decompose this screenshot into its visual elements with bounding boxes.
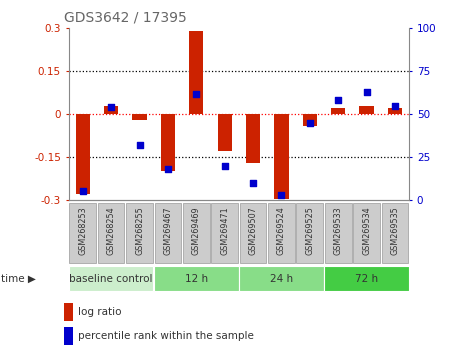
Text: 12 h: 12 h	[185, 274, 208, 284]
Text: GSM268254: GSM268254	[106, 206, 116, 255]
Bar	[104, 105, 118, 114]
Text: GSM269467: GSM269467	[163, 206, 173, 255]
Bar	[359, 105, 374, 114]
Bar	[98, 203, 124, 263]
Bar	[382, 203, 408, 263]
Bar	[325, 203, 351, 263]
Bar	[161, 114, 175, 171]
Text: log ratio: log ratio	[78, 307, 122, 317]
Bar	[388, 108, 402, 114]
Bar	[303, 114, 317, 126]
Point	[363, 89, 370, 95]
Bar	[64, 326, 72, 345]
Bar	[274, 114, 289, 199]
Text: GSM269471: GSM269471	[220, 206, 229, 255]
Bar	[189, 31, 203, 114]
Text: GSM268255: GSM268255	[135, 206, 144, 255]
Point	[306, 120, 314, 126]
Bar	[240, 203, 266, 263]
Point	[164, 166, 172, 172]
Text: GSM269534: GSM269534	[362, 206, 371, 255]
Bar	[297, 203, 323, 263]
Bar	[218, 114, 232, 152]
Text: GSM269533: GSM269533	[333, 206, 343, 255]
Bar	[246, 114, 260, 163]
Text: baseline control: baseline control	[70, 274, 153, 284]
Bar	[331, 108, 345, 114]
Bar	[64, 303, 72, 321]
Point	[79, 189, 87, 194]
Bar	[211, 203, 238, 263]
Text: GDS3642 / 17395: GDS3642 / 17395	[64, 11, 187, 25]
Text: GSM269524: GSM269524	[277, 206, 286, 255]
Point	[278, 192, 285, 198]
Point	[391, 103, 399, 108]
Point	[334, 98, 342, 103]
Point	[193, 91, 200, 96]
Bar	[268, 203, 295, 263]
Point	[136, 142, 143, 148]
Bar	[155, 203, 181, 263]
Text: GSM269507: GSM269507	[248, 206, 258, 255]
Bar	[126, 203, 153, 263]
Text: 24 h: 24 h	[270, 274, 293, 284]
Bar	[239, 266, 324, 291]
Bar	[69, 266, 153, 291]
Point	[221, 163, 228, 169]
Text: GSM269535: GSM269535	[390, 206, 400, 255]
Text: GSM269525: GSM269525	[305, 206, 315, 255]
Bar	[132, 114, 147, 120]
Bar	[154, 266, 238, 291]
Text: GSM268253: GSM268253	[78, 206, 88, 255]
Text: GSM269469: GSM269469	[192, 206, 201, 255]
Bar	[76, 114, 90, 194]
Text: percentile rank within the sample: percentile rank within the sample	[78, 331, 254, 341]
Bar	[70, 203, 96, 263]
Bar	[353, 203, 380, 263]
Point	[107, 104, 115, 110]
Text: time ▶: time ▶	[1, 274, 36, 284]
Text: 72 h: 72 h	[355, 274, 378, 284]
Point	[249, 180, 257, 185]
Bar	[183, 203, 210, 263]
Bar	[324, 266, 409, 291]
